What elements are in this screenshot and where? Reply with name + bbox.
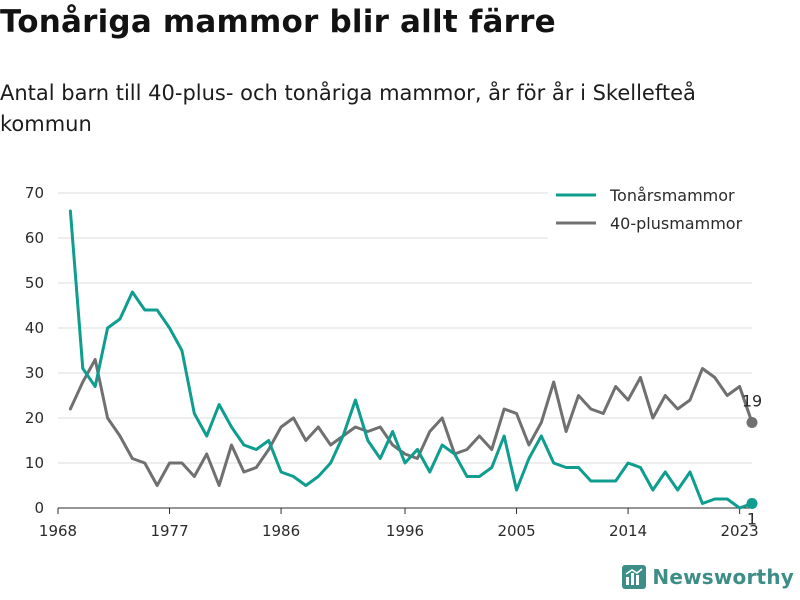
x-tick-label: 1977: [150, 522, 188, 540]
legend-label: 40-plusmammor: [610, 214, 743, 233]
series-line-tonarsmammor: [68, 209, 754, 510]
chart-subtitle: Antal barn till 40-plus- och tonåriga ma…: [0, 81, 696, 136]
y-tick-label: 70: [25, 184, 44, 202]
x-tick-label: 2005: [497, 522, 535, 540]
x-tick-label: 1996: [386, 522, 424, 540]
series-line-40-plusmammor: [68, 358, 754, 487]
end-label-tonarsmammor: 1: [747, 510, 757, 529]
x-tick-label: 2023: [721, 522, 759, 540]
chart-title: Tonåriga mammor blir allt färre: [0, 4, 556, 40]
legend-background: [548, 180, 764, 240]
y-tick-label: 60: [25, 229, 44, 247]
x-tick-label: 1968: [39, 522, 77, 540]
x-tick-label: 1986: [262, 522, 300, 540]
bar-chart-icon: [622, 565, 647, 589]
end-label-40-plusmammor: 19: [742, 392, 762, 411]
y-tick-label: 50: [25, 274, 44, 292]
y-tick-label: 20: [25, 409, 44, 427]
legend: Tonårsmammor 40-plusmammor: [548, 180, 764, 240]
brand-name: Newsworthy: [652, 565, 794, 589]
x-tick-label: 2014: [609, 522, 647, 540]
end-point-tonarsmammor: [746, 498, 758, 509]
y-tick-label: 10: [25, 454, 44, 472]
y-tick-label: 30: [25, 364, 44, 382]
end-point-40-plusmammor: [746, 417, 758, 428]
legend-label: Tonårsmammor: [609, 186, 735, 205]
y-tick-label: 0: [34, 499, 44, 517]
y-tick-label: 40: [25, 319, 44, 337]
brand-logo: Newsworthy: [622, 562, 794, 592]
